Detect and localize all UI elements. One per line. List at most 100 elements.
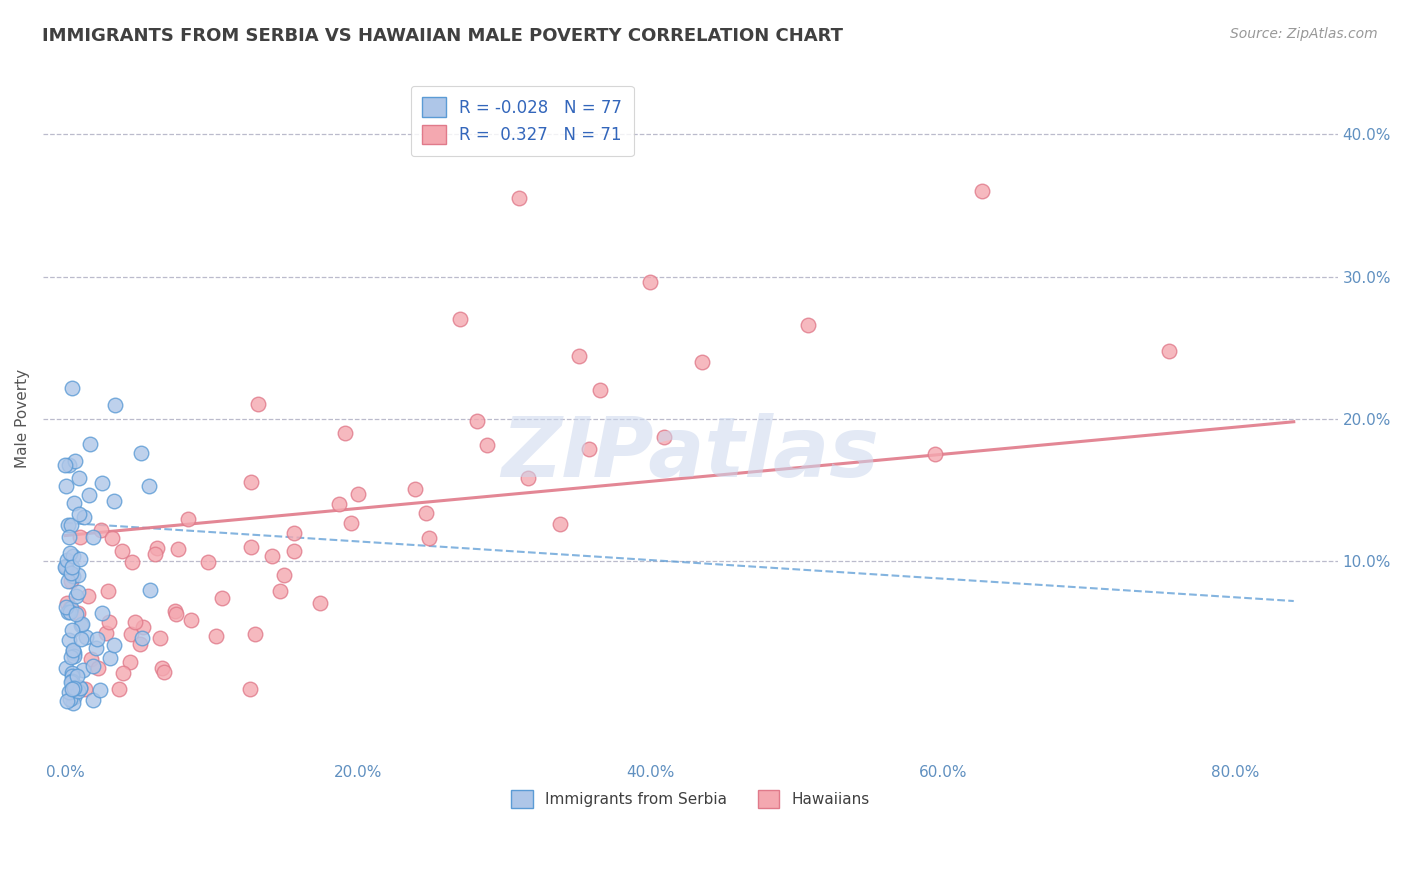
Point [347,487,370,501]
Point [63,690,86,705]
Point [73,682,96,697]
Point [69,551,91,566]
Point [418,531,440,545]
Point [70,618,93,632]
Point [63,646,86,660]
Point [132,620,155,634]
Point [148,631,170,645]
Point [55,558,77,573]
Point [59,601,82,615]
Point [139,583,162,598]
Point [66,684,89,698]
Point [333,426,356,441]
Point [56,693,79,707]
Point [239,475,262,489]
Point [79,436,101,450]
Point [69,681,91,695]
Point [60,665,83,680]
Point [238,682,260,697]
Point [79,488,101,502]
Point [60,624,83,638]
Point [55,560,77,574]
Point [90,606,112,620]
Point [62,643,84,657]
Point [59,691,82,706]
Point [67,606,90,620]
Point [197,555,219,569]
Point [120,626,142,640]
Point [56,574,79,589]
Point [55,660,77,674]
Point [58,605,80,619]
Point [924,448,946,462]
Point [165,607,187,621]
Point [131,631,153,645]
Point [101,531,124,545]
Point [56,518,79,533]
Point [60,517,83,532]
Point [62,549,84,564]
Point [82,693,104,707]
Point [63,453,86,467]
Point [475,437,498,451]
Point [55,560,77,574]
Point [152,661,174,675]
Point [283,543,305,558]
Point [797,318,820,333]
Point [138,478,160,492]
Point [62,696,84,710]
Point [56,553,79,567]
Point [652,430,675,444]
Point [211,591,233,605]
Point [58,458,80,472]
Point [578,442,600,456]
Point [58,546,80,560]
Point [1159,343,1181,358]
Point [262,549,284,563]
Point [58,685,80,699]
Point [690,355,713,369]
Point [121,555,143,569]
Point [65,589,87,603]
Legend: Immigrants from Serbia, Hawaiians: Immigrants from Serbia, Hawaiians [505,784,876,814]
Point [516,471,538,485]
Point [104,398,127,412]
Point [60,574,83,588]
Point [124,615,146,630]
Point [415,506,437,520]
Point [246,397,269,411]
Point [94,626,117,640]
Point [112,665,135,680]
Point [77,589,100,603]
Point [568,349,591,363]
Point [65,607,87,621]
Point [239,540,262,554]
Point [177,512,200,526]
Point [59,649,82,664]
Point [205,629,228,643]
Point [69,530,91,544]
Point [89,682,111,697]
Point [97,615,120,630]
Point [167,541,190,556]
Point [60,560,83,574]
Point [269,584,291,599]
Point [80,652,103,666]
Point [328,497,350,511]
Y-axis label: Male Poverty: Male Poverty [15,369,30,468]
Point [56,597,79,611]
Point [163,604,186,618]
Point [103,638,125,652]
Point [146,541,169,555]
Point [58,633,80,648]
Point [404,482,426,496]
Point [62,681,84,695]
Point [60,674,83,689]
Point [111,544,134,558]
Point [970,184,993,198]
Point [129,446,152,460]
Point [638,276,661,290]
Point [72,616,94,631]
Point [69,681,91,695]
Point [283,525,305,540]
